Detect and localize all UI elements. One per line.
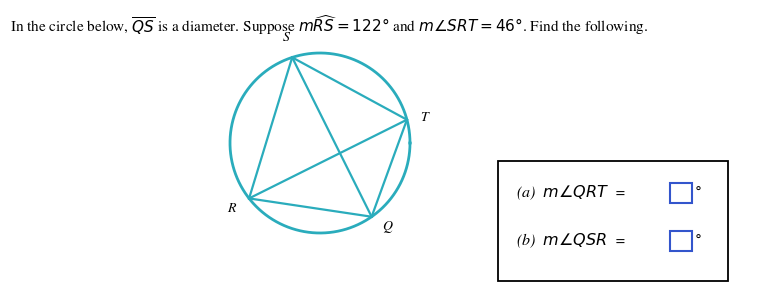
Text: T: T [420,111,428,124]
FancyBboxPatch shape [498,161,728,281]
Text: (a)  $m\angle QRT$  =: (a) $m\angle QRT$ = [516,184,625,202]
Text: °: ° [695,234,702,248]
Text: S: S [282,32,290,45]
Text: R: R [228,203,236,215]
Text: °: ° [695,186,702,200]
Text: Q: Q [382,221,393,233]
FancyBboxPatch shape [670,183,692,203]
Text: In the circle below, $\overline{QS}$ is a diameter. Suppose $m\widehat{RS} = 122: In the circle below, $\overline{QS}$ is … [10,13,648,37]
FancyBboxPatch shape [670,231,692,251]
Text: (b)  $m\angle QSR$  =: (b) $m\angle QSR$ = [516,232,626,250]
